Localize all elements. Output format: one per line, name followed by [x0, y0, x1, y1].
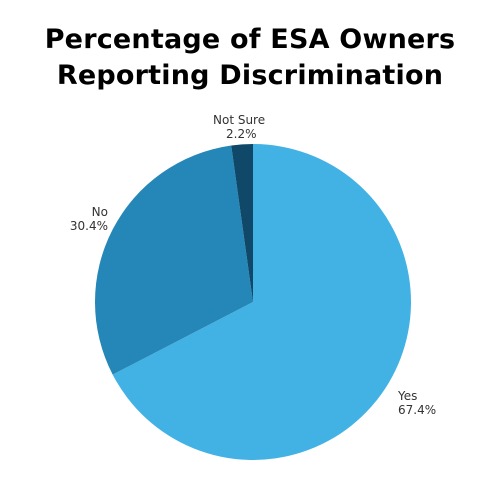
slice-label-no: No	[92, 205, 108, 219]
slice-value-no: 30.4%	[70, 219, 108, 233]
pie-slice-yes	[112, 144, 411, 461]
chart-title-line-1: Percentage of ESA Owners	[44, 24, 456, 55]
slice-value-yes: 67.4%	[398, 403, 436, 417]
pie-slices	[95, 144, 411, 461]
slice-label-yes: Yes	[397, 389, 417, 403]
chart-title-line-2: Reporting Discrimination	[56, 60, 444, 91]
slice-value-not-sure: 2.2%	[226, 127, 257, 141]
pie-slice-not-sure	[231, 144, 253, 302]
slice-label-not-sure: Not Sure	[213, 113, 265, 127]
pie-slice-no	[95, 145, 253, 375]
chart-title: Percentage of ESA Owners Reporting Discr…	[0, 22, 500, 94]
